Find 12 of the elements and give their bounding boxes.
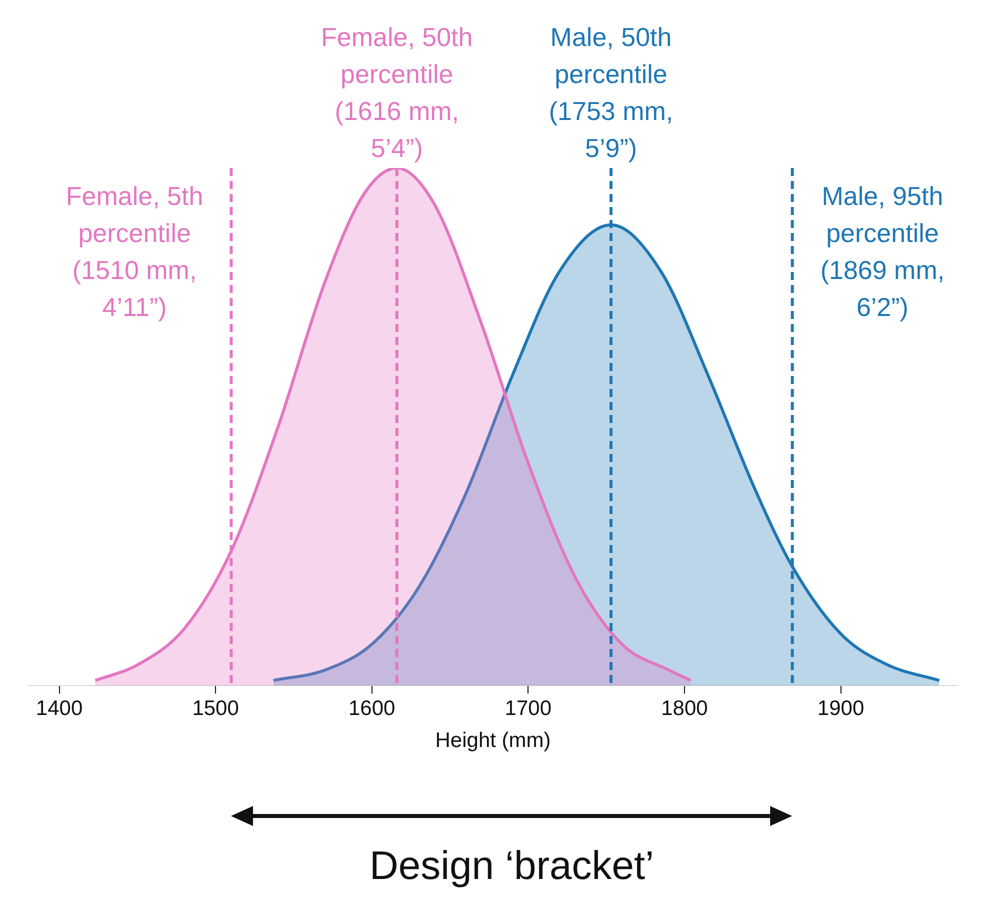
- ref-line-label: Male, 95th percentile (1869 mm, 6’2”): [820, 181, 945, 322]
- ref-line-label: Female, 5th percentile (1510 mm, 4’11”): [66, 181, 204, 322]
- x-tick-label: 1600: [348, 696, 396, 720]
- x-tick-label: 1400: [36, 696, 83, 720]
- x-tick-label: 1700: [504, 696, 552, 720]
- ref-line-label: Male, 50th percentile (1753 mm, 5’9”): [548, 22, 674, 164]
- x-tick-label: 1500: [192, 696, 239, 720]
- x-tick-label: 1900: [817, 696, 864, 720]
- x-axis-title: Height (mm): [435, 729, 551, 752]
- ref-line-label: Female, 50th percentile (1616 mm, 5’4”): [321, 22, 473, 164]
- x-tick-label: 1800: [661, 696, 708, 720]
- text: Design ‘bracket’: [368, 844, 656, 889]
